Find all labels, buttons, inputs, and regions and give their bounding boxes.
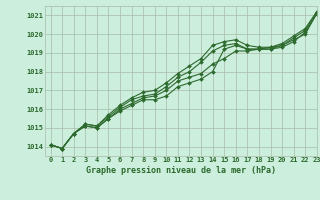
X-axis label: Graphe pression niveau de la mer (hPa): Graphe pression niveau de la mer (hPa) [86,166,276,175]
